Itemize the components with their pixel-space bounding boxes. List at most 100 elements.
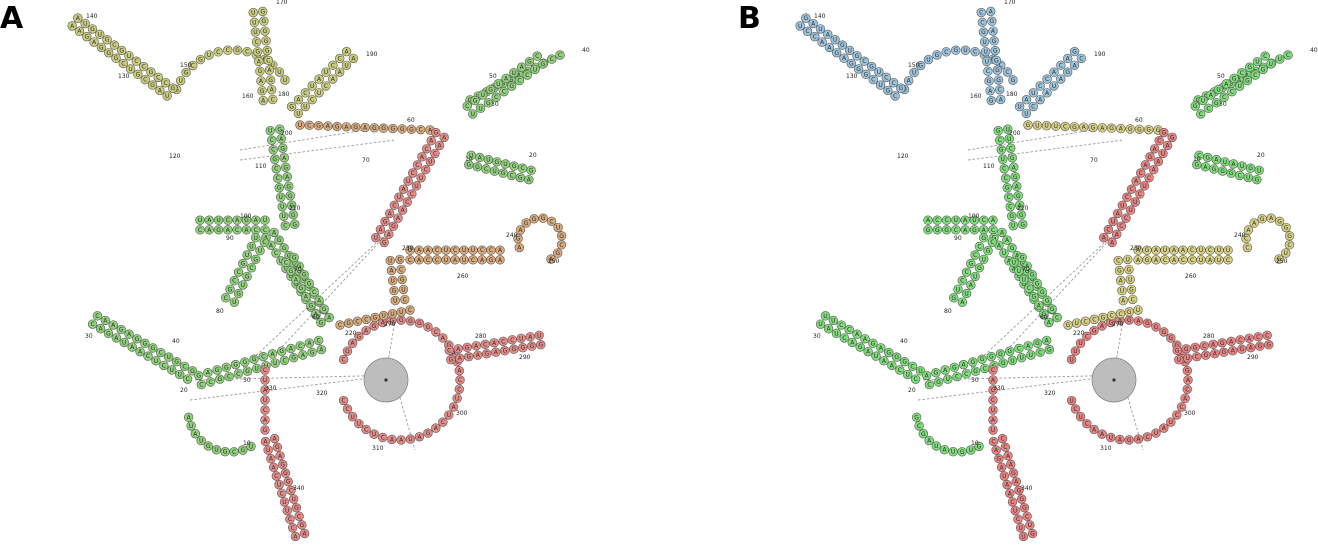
- nucleotide: G: [995, 349, 1006, 359]
- svg-text:A: A: [811, 21, 816, 28]
- svg-text:U: U: [399, 309, 403, 316]
- panel-a: A GUGCGUCCGCCGUUUCGAGAGAGGGGGCAGACACCUAU…: [0, 0, 590, 542]
- svg-text:C: C: [226, 47, 230, 54]
- svg-text:A: A: [294, 277, 299, 284]
- svg-text:G: G: [265, 48, 270, 55]
- svg-text:G: G: [997, 456, 1002, 463]
- svg-text:G: G: [215, 367, 220, 374]
- nucleotide: G: [524, 56, 535, 67]
- svg-text:U: U: [823, 313, 827, 320]
- nucleotide: A: [439, 132, 449, 143]
- svg-text:U: U: [344, 62, 348, 69]
- svg-text:U: U: [283, 77, 287, 84]
- nucleotide: G: [1007, 211, 1017, 221]
- svg-text:U: U: [1002, 473, 1006, 480]
- nucleotide: A: [108, 320, 118, 330]
- svg-text:C: C: [271, 147, 275, 154]
- nucleotide: A: [1063, 53, 1073, 64]
- nucleotide: G: [957, 447, 967, 457]
- position-label: 170: [276, 0, 288, 6]
- position-label: 200: [281, 130, 293, 137]
- position-label: 80: [216, 308, 224, 315]
- nucleotide: A: [979, 225, 989, 235]
- svg-text:G: G: [484, 351, 489, 358]
- svg-text:U: U: [282, 499, 286, 506]
- svg-text:G: G: [241, 261, 246, 268]
- nucleotide: G: [993, 75, 1004, 85]
- svg-text:C: C: [964, 269, 968, 276]
- nucleotide: U: [1106, 432, 1116, 443]
- nucleotide: A: [1115, 434, 1125, 445]
- nucleotide: A: [817, 37, 827, 47]
- nucleotide: G: [1281, 222, 1291, 233]
- svg-text:C: C: [1002, 166, 1006, 173]
- svg-text:G: G: [245, 273, 250, 280]
- svg-text:U: U: [390, 311, 394, 318]
- svg-text:A: A: [1165, 142, 1170, 149]
- nucleotide: A: [924, 435, 934, 446]
- svg-text:C: C: [1116, 258, 1120, 265]
- nucleotide: U: [999, 248, 1009, 258]
- nucleotide: C: [1001, 173, 1011, 183]
- svg-text:A: A: [303, 531, 308, 538]
- position-label: 80: [944, 308, 952, 315]
- svg-text:G: G: [989, 354, 994, 361]
- svg-text:G: G: [981, 235, 986, 242]
- nucleotide: U: [279, 211, 289, 221]
- nucleotide: C: [423, 255, 433, 265]
- svg-text:U: U: [1022, 277, 1026, 284]
- svg-text:A: A: [1154, 247, 1159, 254]
- svg-text:A: A: [319, 347, 324, 354]
- svg-text:G: G: [1010, 155, 1015, 162]
- nucleotide: C: [988, 225, 998, 235]
- nucleotide: C: [547, 54, 557, 64]
- svg-text:G: G: [952, 364, 957, 371]
- svg-text:G: G: [1091, 125, 1096, 132]
- svg-text:C: C: [271, 96, 275, 103]
- svg-text:G: G: [516, 236, 521, 243]
- nucleotide: G: [1124, 435, 1134, 445]
- nucleotide: A: [489, 338, 499, 348]
- nucleotide: A: [823, 29, 833, 39]
- nucleotide: G: [1126, 284, 1137, 295]
- nucleotide: G: [284, 181, 294, 191]
- nucleotide: G: [294, 261, 304, 271]
- svg-text:C: C: [1238, 172, 1242, 179]
- svg-text:A: A: [457, 368, 462, 375]
- nucleotide: A: [124, 329, 134, 339]
- nucleotide: A: [986, 6, 996, 17]
- svg-text:U: U: [1111, 218, 1115, 225]
- nucleotide: U: [396, 307, 406, 317]
- nucleotide: U: [394, 192, 404, 202]
- svg-text:U: U: [556, 225, 560, 232]
- position-label: 280: [475, 333, 487, 340]
- nucleotide: A: [876, 343, 886, 353]
- nucleotide: C: [836, 320, 846, 330]
- nucleotide: C: [1013, 514, 1023, 524]
- nucleotide: C: [430, 148, 440, 159]
- svg-text:C: C: [998, 137, 1002, 144]
- svg-text:A: A: [428, 127, 433, 134]
- nucleotide: A: [426, 135, 436, 146]
- nucleotide: A: [1244, 333, 1254, 343]
- svg-text:G: G: [99, 44, 104, 51]
- nucleotide: A: [1162, 140, 1173, 151]
- svg-text:C: C: [1017, 273, 1021, 280]
- nucleotide: G: [414, 318, 425, 328]
- svg-text:A: A: [389, 268, 394, 275]
- nucleotide: U: [300, 101, 310, 112]
- svg-text:A: A: [456, 346, 461, 353]
- svg-text:G: G: [286, 183, 291, 190]
- nucleotide: A: [438, 333, 448, 343]
- svg-text:G: G: [297, 263, 302, 270]
- svg-text:A: A: [1052, 69, 1057, 76]
- nucleotide: U: [820, 311, 831, 321]
- nucleotide: C: [498, 336, 508, 346]
- nucleotide: A: [1228, 346, 1238, 356]
- svg-text:U: U: [277, 482, 281, 489]
- position-label: 110: [983, 163, 995, 170]
- nucleotide: C: [979, 215, 989, 225]
- nucleotide: G: [82, 31, 92, 42]
- nucleotide: G: [1258, 64, 1268, 75]
- nucleotide: U: [1214, 255, 1224, 265]
